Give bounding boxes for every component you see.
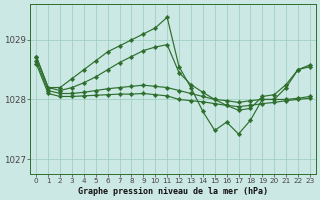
X-axis label: Graphe pression niveau de la mer (hPa): Graphe pression niveau de la mer (hPa) xyxy=(78,187,268,196)
